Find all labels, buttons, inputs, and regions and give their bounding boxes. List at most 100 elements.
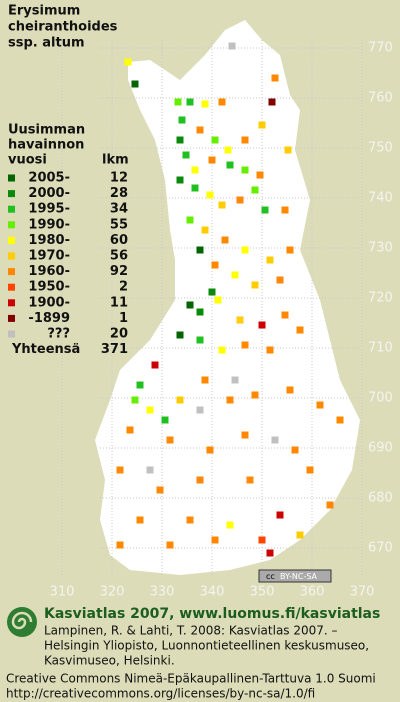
record-square	[241, 136, 249, 144]
y-grid-label: 760	[368, 91, 393, 106]
legend-count: 34	[110, 202, 128, 217]
record-square	[176, 136, 184, 144]
record-square	[182, 151, 190, 159]
record-square	[241, 166, 249, 174]
record-square	[116, 541, 124, 549]
record-square	[266, 346, 274, 354]
record-square	[241, 246, 249, 254]
legend-count: 12	[110, 171, 128, 186]
record-square	[306, 466, 314, 474]
record-square	[258, 121, 266, 129]
record-square	[136, 516, 144, 524]
record-square	[156, 486, 164, 494]
legend-label: -1899	[28, 311, 70, 326]
record-square	[258, 321, 266, 329]
record-square	[196, 336, 204, 344]
citation: Helsingin Yliopisto, Luonnontieteellinen…	[44, 639, 369, 653]
y-grid-label: 710	[368, 341, 393, 356]
y-grid-label: 750	[368, 141, 393, 156]
record-square	[221, 236, 229, 244]
record-square	[271, 436, 279, 444]
legend-swatch	[8, 283, 15, 291]
record-square	[231, 376, 239, 384]
record-square	[201, 100, 209, 108]
x-grid-label: 320	[100, 585, 125, 600]
record-square	[226, 521, 234, 529]
title-line: ssp. altum	[8, 36, 85, 51]
legend-label: 2000-	[28, 186, 70, 201]
record-square	[116, 466, 124, 474]
record-square	[266, 256, 274, 264]
legend-header: vuosi	[8, 153, 47, 168]
legend-label: 2005-	[28, 171, 70, 186]
legend-count: 1	[119, 311, 128, 326]
record-square	[326, 501, 334, 509]
legend-count: 60	[110, 233, 128, 248]
record-square	[196, 308, 204, 316]
title-line: cheiranthoides	[8, 20, 118, 35]
record-square	[246, 476, 254, 484]
x-grid-label: 360	[300, 585, 325, 600]
record-square	[261, 206, 269, 214]
record-square	[268, 98, 276, 106]
record-square	[218, 201, 226, 209]
logo-circle	[7, 607, 37, 637]
record-square	[291, 446, 299, 454]
y-grid-label: 680	[368, 491, 393, 506]
record-square	[251, 186, 259, 194]
record-square	[241, 341, 249, 349]
legend-swatch	[8, 268, 15, 276]
record-square	[191, 184, 199, 192]
record-square	[201, 226, 209, 234]
title-line: Erysimum	[8, 4, 80, 19]
record-square	[186, 516, 194, 524]
record-square	[228, 42, 236, 50]
record-square	[166, 436, 174, 444]
legend-swatch	[8, 299, 15, 307]
logo-spiral	[11, 611, 33, 630]
legend-count: 55	[110, 217, 128, 232]
x-grid-label: 310	[50, 585, 75, 600]
record-square	[281, 311, 289, 319]
record-square	[206, 446, 214, 454]
record-square	[281, 206, 289, 214]
record-square	[226, 396, 234, 404]
legend-count: 56	[110, 249, 128, 264]
record-square	[146, 406, 154, 414]
record-square	[186, 216, 194, 224]
legend-swatch	[8, 174, 15, 182]
record-square	[201, 376, 209, 384]
cc-license: BY-NC-SA	[280, 572, 318, 581]
legend-total: 371	[101, 342, 128, 357]
record-square	[206, 191, 214, 199]
license: Creative Commons Nimeä-Epäkaupallinen-Ta…	[6, 672, 376, 686]
cc-badge: cc BY-NC-SA	[258, 569, 332, 583]
record-square	[166, 541, 174, 549]
legend-label: 1960-	[28, 264, 70, 279]
record-square	[208, 156, 216, 164]
record-square	[256, 171, 264, 179]
record-square	[191, 166, 199, 174]
legend-label: 1900-	[28, 295, 70, 310]
legend-count: 20	[110, 327, 128, 342]
record-square	[211, 261, 219, 269]
record-square	[251, 391, 259, 399]
record-square	[236, 196, 244, 204]
record-square	[218, 98, 226, 106]
footer-heading: Kasviatlas 2007, www.luomus.fi/kasviatla…	[44, 606, 380, 622]
record-square	[151, 361, 159, 369]
legend-count: 2	[119, 280, 128, 295]
record-square	[176, 331, 184, 339]
record-square	[174, 98, 182, 106]
legend-count: 11	[110, 295, 128, 310]
x-grid-label: 350	[250, 585, 275, 600]
record-square	[124, 58, 132, 66]
record-square	[176, 396, 184, 404]
record-square	[178, 116, 186, 124]
record-square	[161, 416, 169, 424]
y-grid-label: 740	[368, 191, 393, 206]
record-square	[231, 271, 239, 279]
record-square	[224, 146, 232, 154]
y-grid-label: 700	[368, 391, 393, 406]
